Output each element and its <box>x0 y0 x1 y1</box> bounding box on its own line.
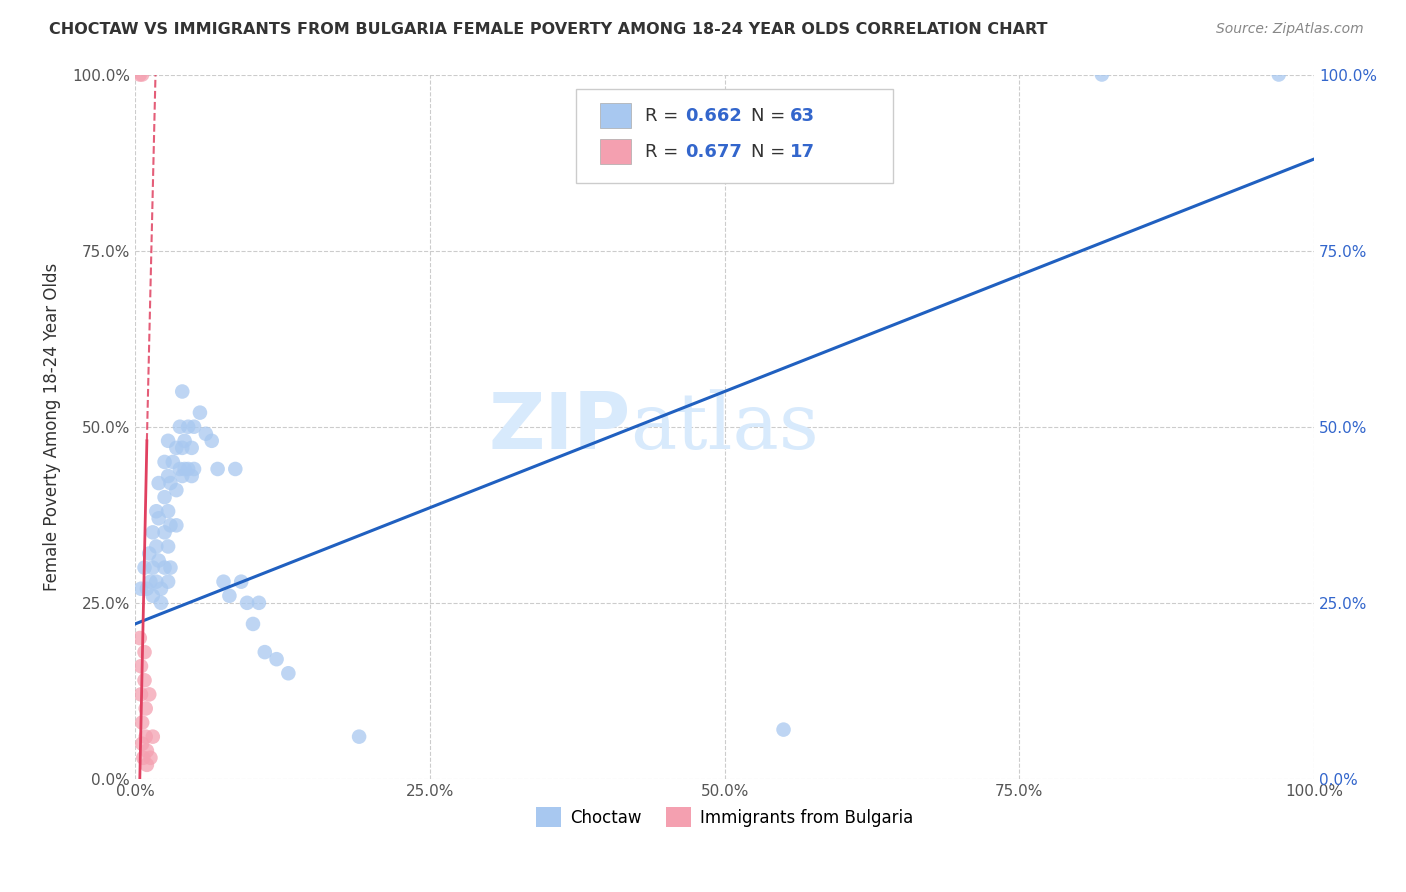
Point <box>129 582 152 596</box>
Point <box>153 560 176 574</box>
Point <box>247 596 270 610</box>
Point <box>347 730 370 744</box>
Point <box>253 645 276 659</box>
Point <box>157 504 180 518</box>
Point <box>224 462 246 476</box>
Point <box>183 419 205 434</box>
Point <box>131 715 153 730</box>
Point <box>138 687 160 701</box>
Y-axis label: Female Poverty Among 18-24 Year Olds: Female Poverty Among 18-24 Year Olds <box>44 262 60 591</box>
Point <box>772 723 794 737</box>
Point <box>134 645 156 659</box>
Point <box>1091 68 1114 82</box>
Point <box>162 455 184 469</box>
Point <box>180 469 202 483</box>
Point <box>172 441 194 455</box>
Point <box>153 490 176 504</box>
Point <box>159 476 181 491</box>
Point <box>172 384 194 399</box>
Point <box>183 462 205 476</box>
Text: 0.662: 0.662 <box>685 107 741 125</box>
Point <box>128 631 150 645</box>
Point <box>135 757 157 772</box>
Point <box>172 469 194 483</box>
Point <box>131 68 153 82</box>
Point <box>145 540 167 554</box>
Point <box>169 462 191 476</box>
Point <box>134 673 156 688</box>
Point <box>177 419 200 434</box>
Point <box>218 589 240 603</box>
Point <box>1267 68 1289 82</box>
Text: R =: R = <box>645 143 685 161</box>
Point <box>207 462 229 476</box>
Point <box>165 518 187 533</box>
Point <box>153 455 176 469</box>
Point <box>150 582 173 596</box>
Point <box>169 419 191 434</box>
Text: 63: 63 <box>790 107 815 125</box>
Point <box>277 666 299 681</box>
Point <box>145 504 167 518</box>
Text: R =: R = <box>645 107 685 125</box>
Point <box>159 560 181 574</box>
Point <box>150 596 173 610</box>
Point <box>201 434 224 448</box>
Point <box>139 574 162 589</box>
Point <box>212 574 235 589</box>
Point <box>173 462 195 476</box>
Text: CHOCTAW VS IMMIGRANTS FROM BULGARIA FEMALE POVERTY AMONG 18-24 YEAR OLDS CORRELA: CHOCTAW VS IMMIGRANTS FROM BULGARIA FEMA… <box>49 22 1047 37</box>
Point <box>157 469 180 483</box>
Point <box>135 582 157 596</box>
Text: 0.677: 0.677 <box>685 143 741 161</box>
Text: atlas: atlas <box>630 389 820 465</box>
Point <box>157 574 180 589</box>
Point <box>135 730 157 744</box>
Text: ZIP: ZIP <box>488 389 630 465</box>
Legend: Choctaw, Immigrants from Bulgaria: Choctaw, Immigrants from Bulgaria <box>530 800 920 834</box>
Point <box>145 574 167 589</box>
Point <box>132 751 155 765</box>
Point <box>231 574 253 589</box>
Point <box>236 596 259 610</box>
Point <box>142 589 165 603</box>
Text: Source: ZipAtlas.com: Source: ZipAtlas.com <box>1216 22 1364 37</box>
Point <box>135 744 157 758</box>
Text: N =: N = <box>751 107 790 125</box>
Point <box>266 652 288 666</box>
Point <box>142 525 165 540</box>
Point <box>134 560 156 574</box>
Text: 17: 17 <box>790 143 815 161</box>
Point <box>129 659 152 673</box>
Point <box>142 560 165 574</box>
Point <box>128 68 150 82</box>
Point <box>129 687 152 701</box>
Point <box>157 540 180 554</box>
Point <box>194 426 217 441</box>
Point <box>138 547 160 561</box>
Point <box>165 483 187 497</box>
Point <box>177 462 200 476</box>
Point <box>131 737 153 751</box>
Point <box>135 701 157 715</box>
Point <box>188 406 211 420</box>
Point <box>153 525 176 540</box>
Point <box>173 434 195 448</box>
Point <box>242 616 264 631</box>
Point <box>148 511 170 525</box>
Point <box>165 441 187 455</box>
Point <box>148 553 170 567</box>
Text: N =: N = <box>751 143 790 161</box>
Point <box>142 730 165 744</box>
Point <box>148 476 170 491</box>
Point <box>180 441 202 455</box>
Point <box>157 434 180 448</box>
Point <box>139 751 162 765</box>
Point <box>159 518 181 533</box>
